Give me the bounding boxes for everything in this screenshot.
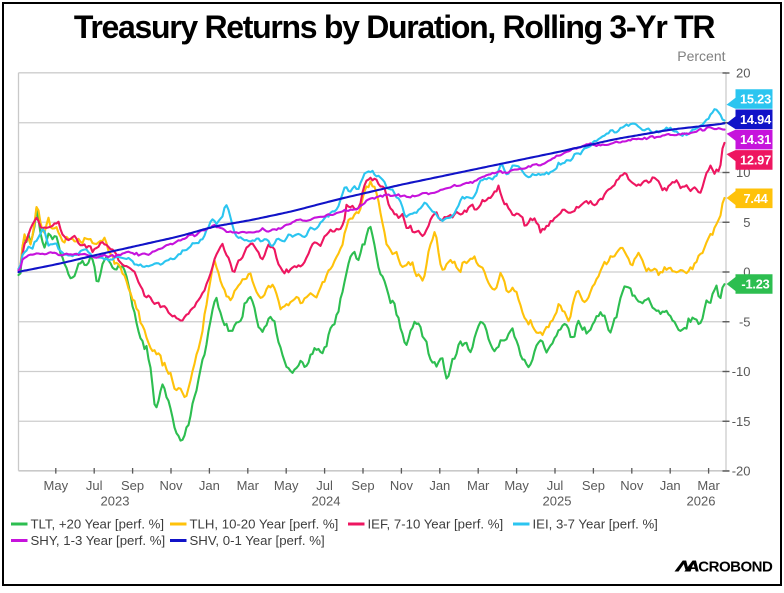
svg-text:TLT, +20 Year [perf. %]: TLT, +20 Year [perf. %] <box>31 516 165 531</box>
svg-text:20: 20 <box>736 66 750 81</box>
svg-text:2024: 2024 <box>312 494 341 509</box>
svg-text:-5: -5 <box>739 314 751 329</box>
svg-text:Mar: Mar <box>697 478 720 493</box>
svg-text:Jul: Jul <box>86 478 103 493</box>
svg-text:15.23: 15.23 <box>740 92 771 107</box>
svg-text:0: 0 <box>743 265 750 280</box>
svg-text:5: 5 <box>743 215 750 230</box>
svg-text:Jan: Jan <box>429 478 450 493</box>
svg-text:IEI, 3-7 Year [perf. %]: IEI, 3-7 Year [perf. %] <box>533 516 658 531</box>
svg-text:12.97: 12.97 <box>740 153 771 168</box>
svg-text:Sep: Sep <box>351 478 374 493</box>
svg-text:14.31: 14.31 <box>740 132 771 147</box>
svg-text:7.44: 7.44 <box>743 191 768 206</box>
svg-text:ACROBOND: ACROBOND <box>688 559 773 576</box>
svg-text:-1.23: -1.23 <box>741 277 769 292</box>
svg-text:2026: 2026 <box>687 494 716 509</box>
svg-text:Jul: Jul <box>547 478 564 493</box>
svg-text:-15: -15 <box>732 414 751 429</box>
svg-text:May: May <box>44 478 69 493</box>
svg-text:2025: 2025 <box>543 494 572 509</box>
svg-text:Treasury Returns by Duration,: Treasury Returns by Duration, Rolling 3-… <box>74 9 715 45</box>
svg-text:SHV, 0-1 Year [perf. %]: SHV, 0-1 Year [perf. %] <box>190 533 325 548</box>
svg-text:2023: 2023 <box>101 494 130 509</box>
svg-text:-20: -20 <box>732 464 751 479</box>
svg-text:May: May <box>504 478 529 493</box>
svg-text:-10: -10 <box>732 364 751 379</box>
svg-text:SHY, 1-3 Year [perf. %]: SHY, 1-3 Year [perf. %] <box>31 533 166 548</box>
svg-text:Nov: Nov <box>159 478 183 493</box>
svg-text:Mar: Mar <box>467 478 490 493</box>
svg-text:TLH, 10-20 Year [perf. %]: TLH, 10-20 Year [perf. %] <box>190 516 339 531</box>
svg-text:Jan: Jan <box>660 478 681 493</box>
svg-text:IEF, 7-10 Year [perf. %]: IEF, 7-10 Year [perf. %] <box>368 516 504 531</box>
svg-text:Percent: Percent <box>677 48 725 64</box>
svg-text:May: May <box>274 478 299 493</box>
svg-text:Sep: Sep <box>582 478 605 493</box>
svg-text:Jan: Jan <box>199 478 220 493</box>
svg-text:Nov: Nov <box>620 478 644 493</box>
svg-text:Jul: Jul <box>316 478 333 493</box>
svg-text:14.94: 14.94 <box>740 112 772 127</box>
svg-text:Mar: Mar <box>237 478 260 493</box>
svg-text:Sep: Sep <box>121 478 144 493</box>
svg-text:Nov: Nov <box>390 478 414 493</box>
